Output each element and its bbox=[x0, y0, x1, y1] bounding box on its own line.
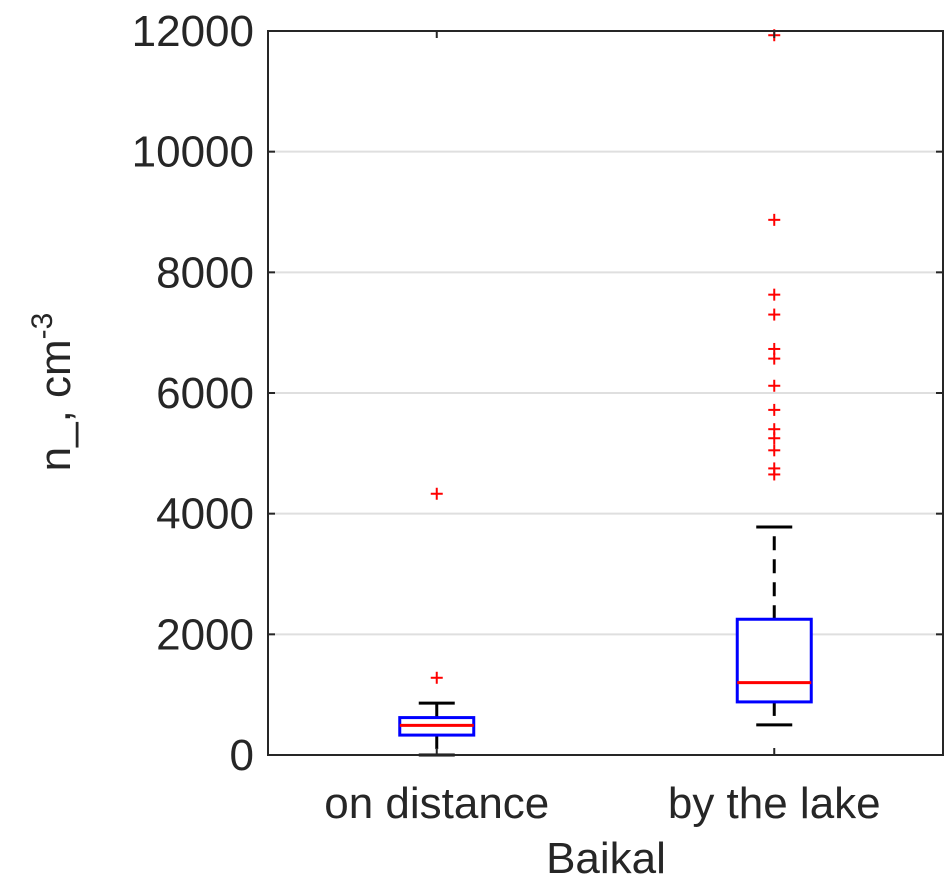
y-axis-title: n_, cm-3 bbox=[26, 313, 80, 472]
box-0 bbox=[398, 487, 476, 757]
box-1 bbox=[735, 29, 813, 727]
y-tick-label: 2000 bbox=[156, 610, 254, 659]
y-tick-label: 0 bbox=[230, 731, 254, 780]
y-tick-label: 4000 bbox=[156, 490, 254, 539]
outlier-marker bbox=[768, 213, 781, 226]
axes bbox=[267, 30, 944, 756]
axes-frame bbox=[267, 30, 944, 756]
plot-area bbox=[398, 29, 813, 757]
grid-lines bbox=[268, 150, 943, 636]
y-axis-title-superscript: -3 bbox=[26, 313, 59, 340]
outlier-marker bbox=[768, 423, 781, 436]
y-axis-title-main: n_, cm bbox=[31, 339, 80, 471]
y-tick-label: 12000 bbox=[132, 7, 254, 56]
x-axis-title: Baikal bbox=[546, 834, 666, 881]
x-tick-label: on distance bbox=[324, 779, 549, 828]
outlier-marker bbox=[768, 462, 781, 475]
box-iqr bbox=[735, 617, 813, 704]
x-tick-label: by the lake bbox=[668, 779, 881, 828]
outlier-marker bbox=[768, 342, 781, 355]
outlier-marker bbox=[768, 288, 781, 301]
tick-labels: 0 2000 4000 6000 8000 10000 12000 on distance by… bbox=[132, 7, 881, 828]
y-tick-label: 6000 bbox=[156, 369, 254, 418]
outlier-marker bbox=[430, 487, 443, 500]
outlier-marker bbox=[768, 403, 781, 416]
outlier-marker bbox=[768, 444, 781, 457]
outlier-marker bbox=[430, 671, 443, 684]
outlier-marker bbox=[768, 308, 781, 321]
y-tick-label: 8000 bbox=[156, 248, 254, 297]
y-tick-label: 10000 bbox=[132, 128, 254, 177]
outlier-marker bbox=[768, 379, 781, 392]
